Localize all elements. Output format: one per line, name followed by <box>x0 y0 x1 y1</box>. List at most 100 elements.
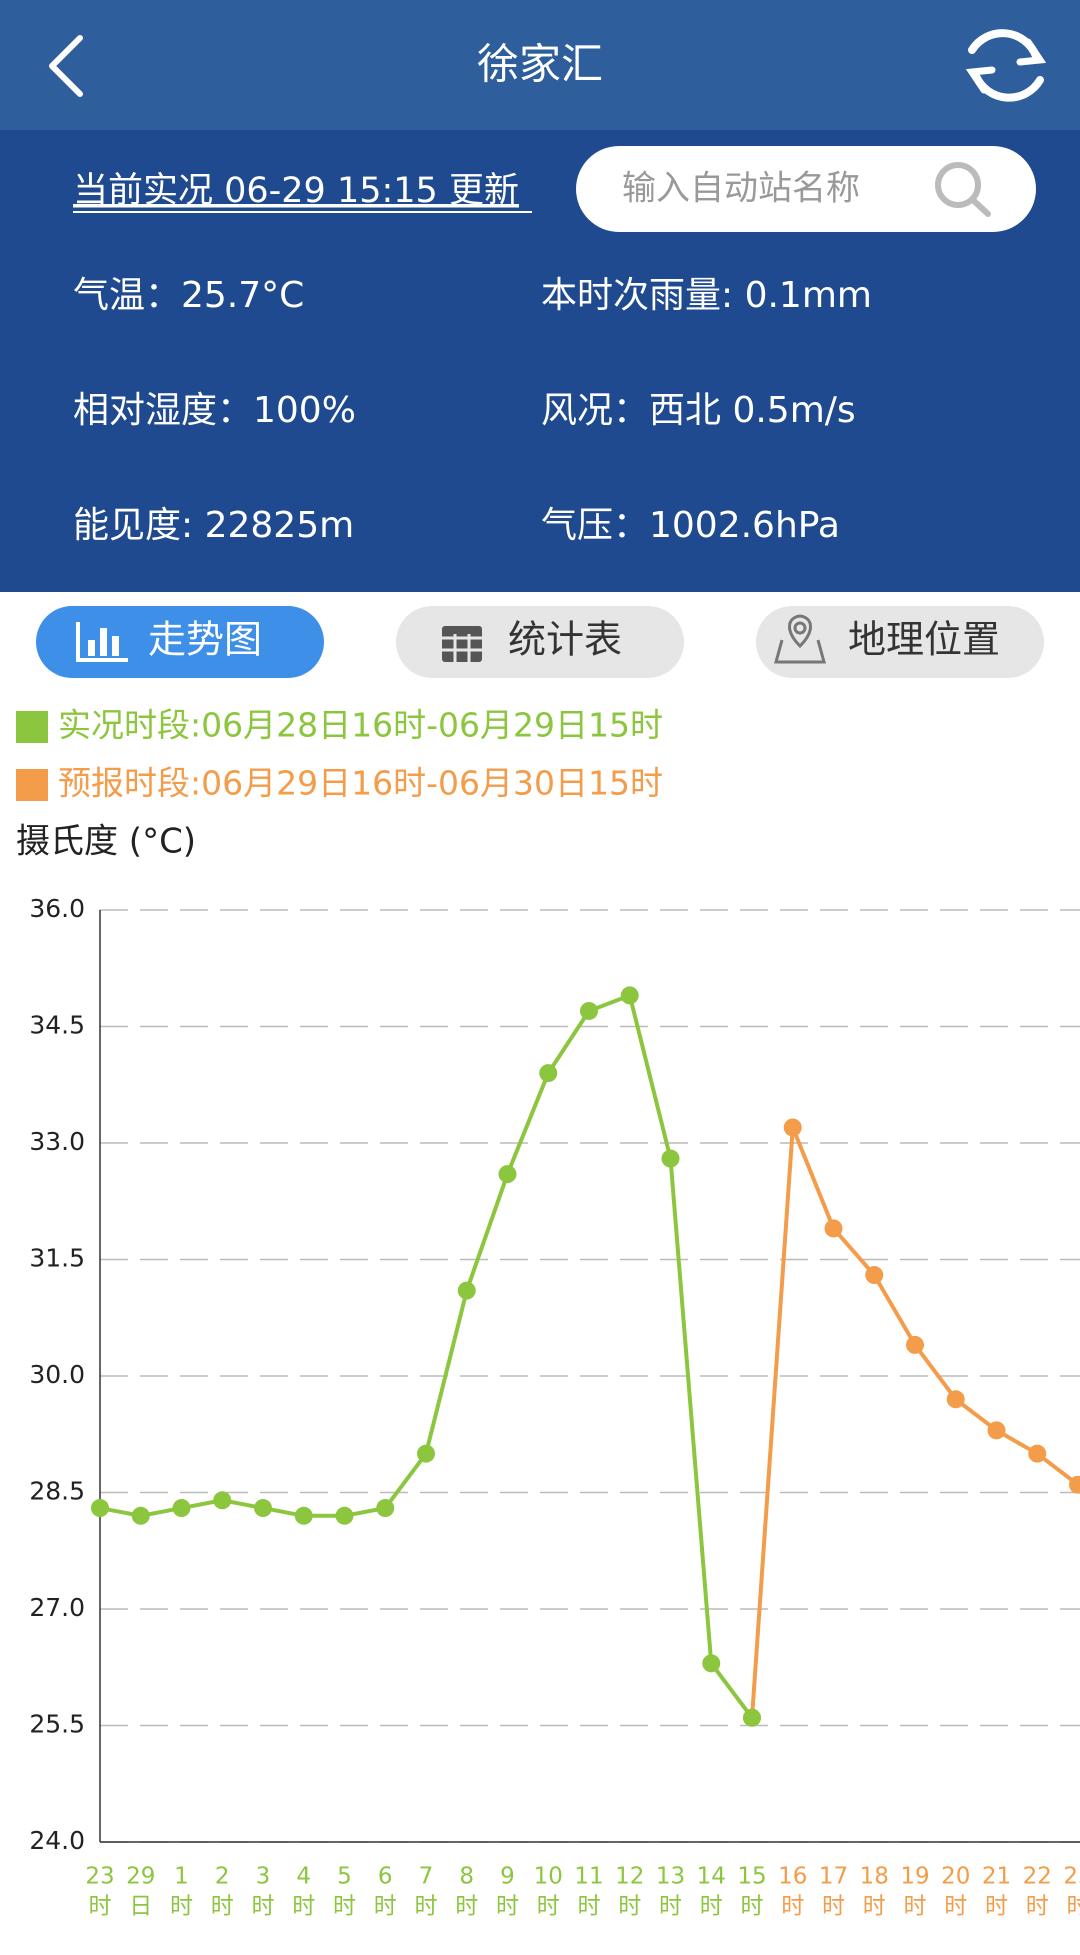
y-tick-label: 25.5 <box>29 1710 85 1739</box>
x-tick-label: 3 <box>256 1864 271 1890</box>
x-tick-unit: 时 <box>741 1894 764 1920</box>
x-tick-label: 29 <box>126 1864 155 1890</box>
data-point <box>376 1499 395 1518</box>
data-point <box>1069 1475 1080 1494</box>
y-tick-label: 28.5 <box>29 1477 85 1506</box>
data-point <box>1028 1444 1047 1463</box>
tab-label: 走势图 <box>148 618 262 662</box>
y-tick-label: 24.0 <box>29 1826 85 1855</box>
y-tick-label: 36.0 <box>29 894 85 923</box>
x-tick-label: 6 <box>378 1864 393 1890</box>
info-field: 本时次雨量: 0.1mm <box>541 275 872 316</box>
x-tick-label: 19 <box>900 1864 929 1890</box>
x-tick-label: 22 <box>1023 1864 1052 1890</box>
data-point <box>783 1118 802 1137</box>
data-point <box>580 1001 598 1020</box>
data-point <box>172 1499 191 1518</box>
x-tick-unit: 时 <box>904 1894 927 1920</box>
x-tick-unit: 时 <box>944 1894 967 1920</box>
back-button[interactable] <box>49 35 83 97</box>
data-point <box>457 1281 476 1300</box>
x-tick-unit: 时 <box>292 1894 315 1920</box>
x-tick-label: 4 <box>296 1864 311 1890</box>
x-tick-unit: 时 <box>496 1894 519 1920</box>
x-tick-unit: 时 <box>89 1894 112 1920</box>
series-line <box>750 1126 1080 1718</box>
legend-swatch <box>16 769 48 801</box>
x-tick-label: 11 <box>574 1864 603 1890</box>
data-point <box>702 1654 721 1673</box>
x-tick-unit: 时 <box>1067 1894 1080 1920</box>
y-tick-label: 27.0 <box>29 1593 85 1622</box>
x-tick-unit: 时 <box>618 1894 641 1920</box>
y-tick-label: 31.5 <box>29 1244 85 1273</box>
data-point <box>91 1499 109 1518</box>
legend-swatch <box>16 711 48 743</box>
x-tick-label: 10 <box>534 1864 563 1890</box>
data-point <box>498 1165 517 1184</box>
search-box[interactable] <box>576 146 1036 232</box>
x-tick-label: 12 <box>615 1864 644 1890</box>
y-tick-label: 33.0 <box>29 1127 85 1156</box>
x-tick-unit: 时 <box>170 1894 193 1920</box>
x-tick-label: 5 <box>337 1864 352 1890</box>
data-point <box>131 1506 150 1525</box>
search-placeholder: 输入自动站名称 <box>622 169 860 209</box>
data-point <box>824 1219 843 1238</box>
x-tick-label: 21 <box>982 1864 1011 1890</box>
x-tick-unit: 时 <box>781 1894 804 1920</box>
data-point <box>865 1266 884 1285</box>
x-tick-label: 17 <box>819 1864 848 1890</box>
data-point <box>417 1444 435 1463</box>
x-tick-unit: 时 <box>211 1894 234 1920</box>
data-point <box>743 1708 761 1727</box>
tab-label: 地理位置 <box>848 618 1000 662</box>
y-tick-label: 34.5 <box>29 1011 85 1040</box>
x-tick-unit: 时 <box>1026 1894 1049 1920</box>
header-bar <box>0 0 1080 130</box>
x-tick-unit: 时 <box>578 1894 601 1920</box>
location-icon <box>774 614 826 664</box>
x-tick-label: 20 <box>941 1864 970 1890</box>
table-grid <box>442 634 482 662</box>
x-tick-unit: 时 <box>700 1894 723 1920</box>
y-tick-label: 30.0 <box>29 1360 85 1389</box>
x-tick-label: 23 <box>85 1864 114 1890</box>
y-axis-label: 摄氏度 (°C) <box>16 822 196 862</box>
x-tick-label: 13 <box>656 1864 685 1890</box>
x-tick-unit: 时 <box>659 1894 682 1920</box>
info-field: 能见度: 22825m <box>73 505 354 546</box>
data-point <box>335 1506 354 1525</box>
x-tick-unit: 时 <box>252 1894 275 1920</box>
header-title: 徐家汇 <box>477 40 603 89</box>
x-tick-label: 9 <box>500 1864 515 1890</box>
search-icon <box>935 162 991 217</box>
x-tick-label: 15 <box>737 1864 766 1890</box>
data-point <box>539 1064 558 1083</box>
data-point <box>987 1421 1006 1440</box>
x-tick-unit: 时 <box>333 1894 356 1920</box>
x-tick-unit: 时 <box>985 1894 1008 1920</box>
x-tick-label: 2 <box>215 1864 230 1890</box>
data-point <box>906 1335 924 1354</box>
x-tick-label: 14 <box>697 1864 726 1890</box>
x-tick-label: 23 <box>1063 1864 1080 1890</box>
legend-label: 实况时段:06月28日16时-06月29日15时 <box>58 706 663 745</box>
info-field: 气温：25.7°C <box>73 275 304 316</box>
trend-icon <box>76 622 128 662</box>
data-point <box>254 1499 272 1518</box>
data-point <box>294 1506 313 1525</box>
x-tick-unit: 时 <box>374 1894 397 1920</box>
refresh-button[interactable] <box>965 29 1047 102</box>
x-tick-label: 8 <box>459 1864 474 1890</box>
x-tick-unit: 时 <box>822 1894 845 1920</box>
x-tick-label: 7 <box>419 1864 434 1890</box>
x-tick-unit: 时 <box>415 1894 438 1920</box>
x-tick-unit: 时 <box>455 1894 478 1920</box>
info-field: 气压：1002.6hPa <box>541 505 840 546</box>
table-icon <box>442 626 482 662</box>
tab[interactable] <box>756 606 1044 678</box>
x-tick-label: 1 <box>174 1864 189 1890</box>
